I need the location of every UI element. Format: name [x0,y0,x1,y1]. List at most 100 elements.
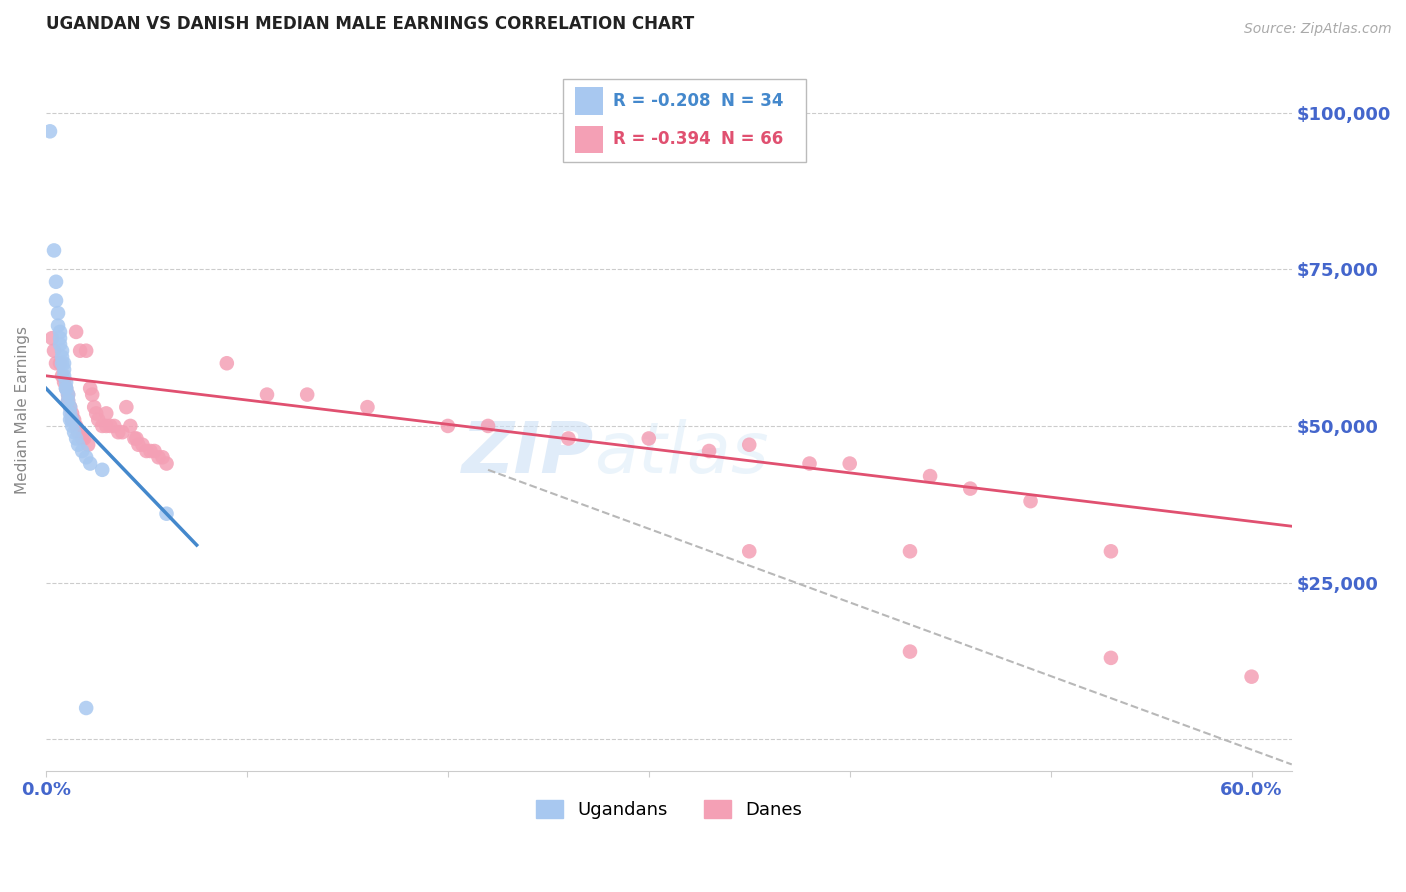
Point [75,343,97,358]
Text: UGANDAN VS DANISH MEDIAN MALE EARNINGS CORRELATION CHART: UGANDAN VS DANISH MEDIAN MALE EARNINGS C… [46,15,695,33]
Point [96,406,118,420]
Point [125,432,148,446]
Point [49,337,72,351]
Text: ZIP: ZIP [461,419,595,488]
Bar [575,87,603,115]
Point [45,275,67,289]
Point [124,432,146,446]
Point [51,368,73,383]
Point [56,387,79,401]
Point [67,438,90,452]
Point [799,457,821,471]
Point [63,425,86,440]
Point [155,457,177,471]
Point [103,419,125,434]
Point [49,325,72,339]
Point [91,419,114,434]
Point [697,444,720,458]
Point [1099,651,1122,665]
Point [53,368,76,383]
Point [738,438,761,452]
Point [45,293,67,308]
Point [55,375,77,389]
Point [51,343,73,358]
Point [155,507,177,521]
Point [46,318,69,333]
Point [53,362,76,376]
Point [69,425,91,440]
Point [256,387,278,401]
Point [49,331,72,345]
Point [115,400,138,414]
Y-axis label: Median Male Earnings: Median Male Earnings [15,326,30,494]
Point [59,412,82,426]
Point [838,457,860,471]
Point [77,438,100,452]
Point [83,400,105,414]
Point [56,393,79,408]
Point [41,331,63,345]
Point [60,412,83,426]
Point [1019,494,1042,508]
Point [56,393,79,408]
Point [59,400,82,414]
Point [79,381,101,395]
Point [59,406,82,420]
Point [437,419,460,434]
Text: R = -0.208: R = -0.208 [613,92,710,110]
Point [60,412,83,426]
Point [295,387,318,401]
Point [46,306,69,320]
Point [215,356,238,370]
FancyBboxPatch shape [562,78,806,161]
Point [127,438,149,452]
Text: Source: ZipAtlas.com: Source: ZipAtlas.com [1244,22,1392,37]
Bar [575,126,603,153]
Point [75,701,97,715]
Point [42,343,65,358]
Point [70,444,93,458]
Point [79,457,101,471]
Point [75,450,97,465]
Point [1099,544,1122,558]
Point [898,544,921,558]
Point [98,419,121,434]
Point [637,432,659,446]
Point [51,356,73,370]
Point [477,419,499,434]
Point [67,425,90,440]
Point [107,425,129,440]
Text: N = 34: N = 34 [721,92,783,110]
Point [70,432,93,446]
Text: N = 66: N = 66 [721,130,783,148]
Point [73,432,96,446]
Point [39,124,62,138]
Point [65,419,87,434]
Point [920,469,942,483]
Point [356,400,378,414]
Point [55,381,77,395]
Point [143,444,166,458]
Legend: Ugandans, Danes: Ugandans, Danes [529,793,810,827]
Point [135,444,157,458]
Point [131,438,153,452]
Point [959,482,981,496]
Text: R = -0.394: R = -0.394 [613,130,710,148]
Point [69,343,91,358]
Point [738,544,761,558]
Point [557,432,579,446]
Point [53,356,76,370]
Point [84,406,107,420]
Point [56,387,79,401]
Point [51,350,73,364]
Point [65,325,87,339]
Point [60,419,83,434]
Point [55,381,77,395]
Point [59,400,82,414]
Point [96,419,118,434]
Point [120,419,142,434]
Text: atlas: atlas [595,419,769,488]
Point [42,244,65,258]
Point [53,375,76,389]
Point [148,450,170,465]
